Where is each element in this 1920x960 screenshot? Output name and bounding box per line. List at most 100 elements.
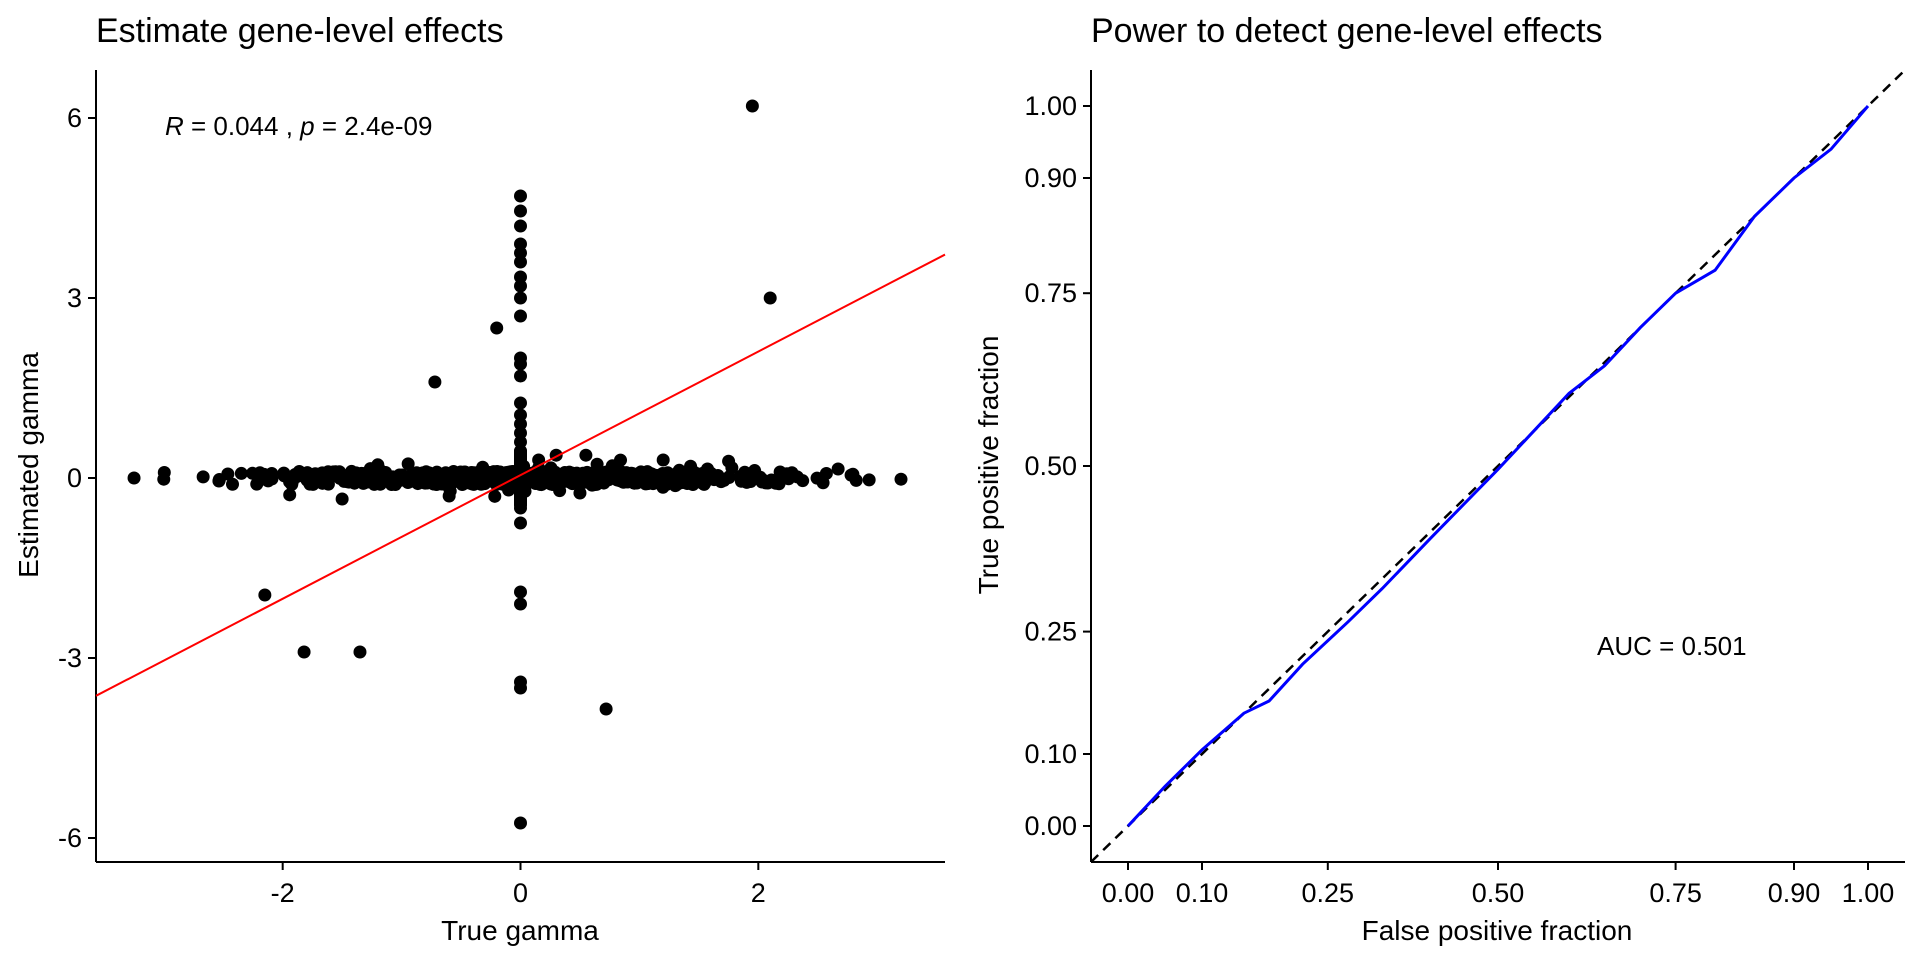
scatter-point (283, 488, 297, 502)
scatter-point (371, 458, 385, 472)
scatter-point (430, 465, 444, 479)
scatter-point (234, 466, 248, 480)
r-text: = 0.044 , (184, 111, 300, 141)
scatter-point (790, 470, 804, 484)
scatter-point (669, 469, 683, 483)
scatter-point (345, 464, 359, 478)
scatter-point (656, 453, 670, 467)
scatter-point (557, 470, 571, 484)
scatter-y-ticks: -6 -3 0 3 6 (58, 103, 96, 853)
scatter-y-tick-label: 0 (67, 463, 82, 493)
scatter-point (442, 489, 456, 503)
scatter-point (356, 476, 370, 490)
scatter-point (745, 99, 759, 113)
scatter-point (428, 375, 442, 389)
scatter-point (514, 255, 527, 269)
scatter-y-tick-label: -3 (58, 643, 82, 673)
scatter-point (514, 189, 527, 203)
scatter-point (353, 645, 367, 659)
scatter-y-label: Estimated gamma (13, 352, 44, 578)
roc-y-tick-label: 0.00 (1024, 811, 1077, 841)
scatter-point (502, 483, 516, 497)
scatter-x-ticks: -2 0 2 (271, 862, 766, 908)
roc-x-tick-label: 0.90 (1768, 878, 1821, 908)
scatter-point (514, 435, 527, 449)
scatter-point (619, 466, 633, 480)
roc-x-tick-label: 0.75 (1649, 878, 1702, 908)
scatter-point (337, 474, 351, 488)
auc-annotation: AUC = 0.501 (1597, 631, 1747, 661)
scatter-point (221, 467, 235, 481)
scatter-y-tick-label: 6 (67, 103, 82, 133)
scatter-point (514, 219, 527, 233)
scatter-point (488, 489, 502, 503)
scatter-point (258, 588, 272, 602)
roc-x-tick-label: 1.00 (1842, 878, 1895, 908)
scatter-point (514, 246, 527, 260)
roc-x-ticks: 0.00 0.10 0.25 0.50 0.75 0.90 1.00 (1102, 862, 1895, 908)
scatter-x-tick-label: 2 (751, 878, 766, 908)
scatter-title: Estimate gene-level effects (96, 12, 504, 50)
roc-y-tick-label: 0.10 (1024, 739, 1077, 769)
scatter-point (514, 291, 527, 305)
roc-y-label: True positive fraction (973, 336, 1004, 595)
roc-x-tick-label: 0.50 (1472, 878, 1525, 908)
scatter-point (816, 476, 830, 490)
scatter-correlation-annotation: R = 0.044 , p = 2.4e-09 (165, 111, 432, 141)
roc-y-tick-label: 0.75 (1024, 278, 1077, 308)
scatter-point (631, 473, 645, 487)
scatter-point (849, 473, 863, 487)
scatter-point (157, 472, 171, 486)
roc-x-tick-label: 0.00 (1102, 878, 1155, 908)
scatter-point (514, 816, 527, 830)
scatter-point (514, 270, 527, 284)
scatter-point (514, 204, 527, 218)
scatter-point (514, 279, 527, 293)
roc-x-tick-label: 0.25 (1302, 878, 1355, 908)
scatter-x-label: True gamma (441, 915, 599, 946)
scatter-point (700, 462, 714, 476)
scatter-point (763, 291, 777, 305)
scatter-point (392, 471, 406, 485)
roc-x-label: False positive fraction (1362, 915, 1633, 946)
scatter-point (514, 681, 527, 695)
scatter-point (226, 477, 240, 491)
scatter-point (250, 477, 264, 491)
scatter-point (212, 474, 226, 488)
scatter-point (316, 473, 330, 487)
scatter-point (657, 473, 671, 487)
scatter-point (599, 702, 613, 716)
scatter-point (514, 426, 527, 440)
scatter-point (862, 473, 876, 487)
scatter-y-tick-label: 3 (67, 283, 82, 313)
scatter-point (514, 585, 527, 599)
scatter-point (894, 472, 908, 486)
scatter-point (574, 469, 588, 483)
r-symbol: R (165, 111, 184, 141)
panel-scatter: Estimate gene-level effects R = 0.044 , … (13, 12, 946, 946)
regression-line (95, 253, 946, 697)
scatter-point (573, 486, 587, 500)
roc-y-ticks: 0.00 0.10 0.25 0.50 0.75 0.90 1.00 (1024, 91, 1091, 841)
scatter-point (277, 466, 291, 480)
scatter-point (300, 473, 314, 487)
scatter-point (196, 470, 210, 484)
scatter-point (514, 501, 527, 515)
scatter-point (401, 457, 415, 471)
scatter-point (297, 645, 311, 659)
p-symbol: p (299, 111, 314, 141)
scatter-point (253, 466, 267, 480)
roc-curve (1126, 105, 1870, 828)
scatter-x-tick-label: -2 (271, 878, 295, 908)
scatter-point (464, 472, 478, 486)
roc-y-tick-label: 0.90 (1024, 163, 1077, 193)
scatter-point (428, 477, 442, 491)
scatter-point (335, 492, 349, 506)
scatter-point (478, 469, 492, 483)
scatter-point (439, 474, 453, 488)
scatter-point (831, 462, 845, 476)
scatter-point (686, 469, 700, 483)
scatter-point (514, 491, 527, 505)
scatter-point (514, 417, 527, 431)
scatter-point (514, 516, 527, 530)
